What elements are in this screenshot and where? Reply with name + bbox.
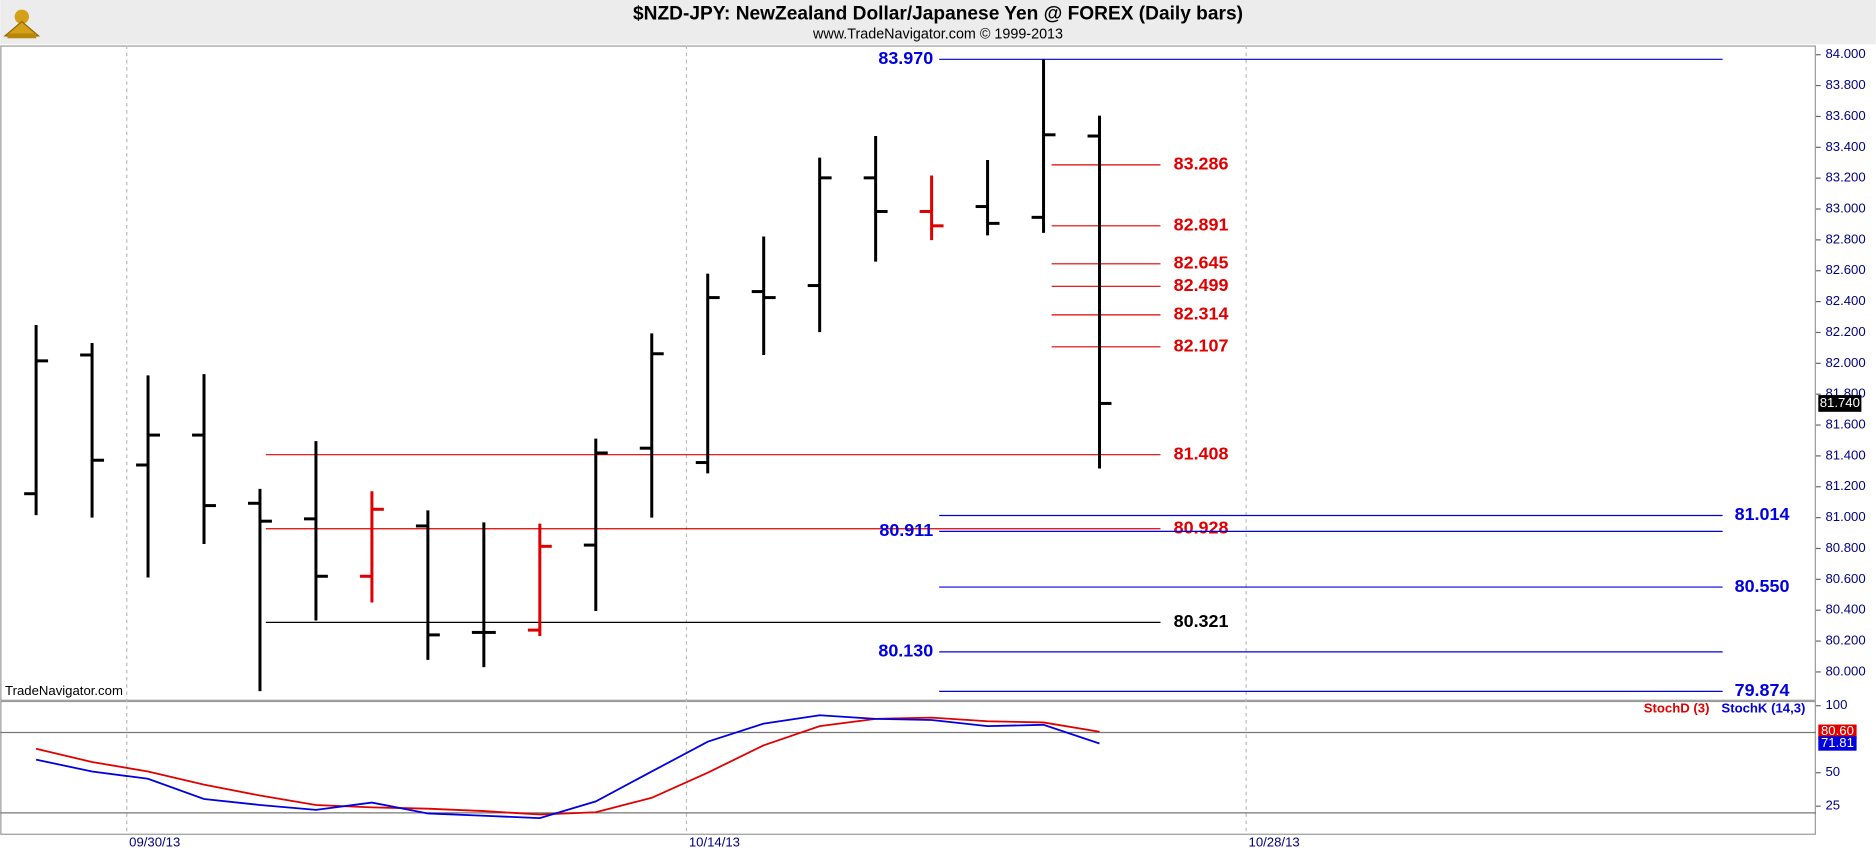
stoch-line xyxy=(35,714,1100,820)
level-label: 79.874 xyxy=(1735,680,1790,700)
y-tick-label: 82.600 xyxy=(1825,262,1865,277)
level-label: 80.550 xyxy=(1735,576,1790,596)
legend-entry: StochK (14,3) xyxy=(1721,701,1805,716)
y-tick-label: 100 xyxy=(1825,697,1847,712)
x-tick-label: 10/28/13 xyxy=(1249,835,1300,850)
y-tick-label: 80.000 xyxy=(1825,663,1865,678)
y-tick-label: 83.800 xyxy=(1825,77,1865,92)
last-value-label: 80.60 xyxy=(1821,723,1854,738)
last-value-box xyxy=(1818,736,1857,751)
last-price-box xyxy=(1818,395,1862,412)
y-tick-label: 81.400 xyxy=(1825,447,1865,462)
logo xyxy=(3,9,41,39)
y-tick-label: 84.000 xyxy=(1825,46,1865,61)
level-label: 82.499 xyxy=(1174,275,1229,295)
y-tick-label: 83.400 xyxy=(1825,139,1865,154)
last-value-box xyxy=(1818,724,1857,739)
y-tick-label: 80.600 xyxy=(1825,571,1865,586)
y-tick-label: 50 xyxy=(1825,764,1840,779)
legend-entry: StochD (3) xyxy=(1644,701,1710,716)
y-tick-label: 83.600 xyxy=(1825,108,1865,123)
level-label: 80.928 xyxy=(1174,517,1229,537)
level-label: 83.286 xyxy=(1174,154,1229,174)
level-label: 80.321 xyxy=(1174,611,1229,631)
stoch-panel-frame xyxy=(0,700,1816,835)
level-label: 82.891 xyxy=(1174,215,1229,235)
y-tick-label: 80.400 xyxy=(1825,602,1865,617)
y-tick-label: 81.600 xyxy=(1825,417,1865,432)
last-value-label: 71.81 xyxy=(1821,735,1854,750)
chart-subtitle: www.TradeNavigator.com © 1999-2013 xyxy=(812,26,1063,42)
last-price-label: 81.740 xyxy=(1820,395,1860,410)
y-tick-label: 82.800 xyxy=(1825,231,1865,246)
level-label: 82.314 xyxy=(1174,304,1229,324)
level-label: 80.911 xyxy=(879,520,933,540)
y-tick-label: 80.800 xyxy=(1825,540,1865,555)
x-tick-label: 09/30/13 xyxy=(129,835,180,850)
x-tick-label: 10/14/13 xyxy=(689,835,740,850)
y-tick-label: 81.000 xyxy=(1825,509,1865,524)
y-tick-label: 82.200 xyxy=(1825,324,1865,339)
watermark: TradeNavigator.com xyxy=(5,683,123,698)
y-tick-label: 81.200 xyxy=(1825,478,1865,493)
level-label: 82.107 xyxy=(1174,336,1229,356)
level-label: 82.645 xyxy=(1174,253,1229,273)
level-label: 80.130 xyxy=(878,641,933,661)
level-label: 81.014 xyxy=(1735,504,1790,524)
y-tick-label: 25 xyxy=(1825,798,1840,813)
level-label: 83.970 xyxy=(878,48,933,68)
y-tick-label: 82.000 xyxy=(1825,355,1865,370)
y-tick-label: 83.000 xyxy=(1825,200,1865,215)
level-label: 81.408 xyxy=(1174,443,1229,463)
price-panel-frame xyxy=(0,45,1816,701)
y-tick-label: 82.400 xyxy=(1825,293,1865,308)
y-tick-label: 83.200 xyxy=(1825,170,1865,185)
header-band xyxy=(0,0,1876,45)
stoch-line xyxy=(35,716,1100,816)
y-tick-label: 80.200 xyxy=(1825,633,1865,648)
chart-title: $NZD-JPY: NewZealand Dollar/Japanese Yen… xyxy=(633,3,1243,24)
